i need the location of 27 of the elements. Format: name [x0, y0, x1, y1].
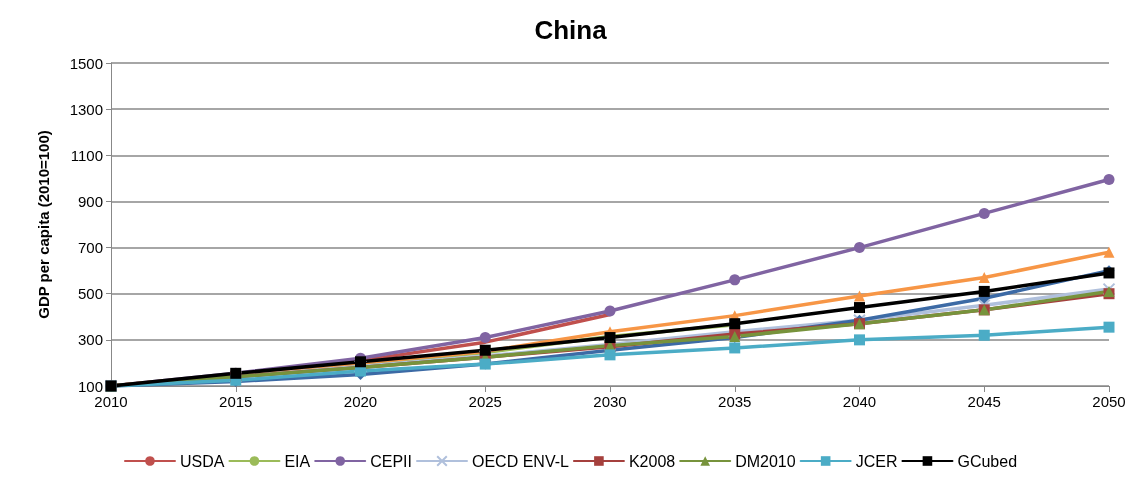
y-tick-label: 700: [77, 239, 103, 257]
y-tick-label: 1300: [69, 100, 103, 118]
legend-label: USDA: [179, 452, 225, 470]
y-tick-label: 1100: [70, 146, 103, 164]
x-tick-label: 2020: [343, 393, 378, 410]
legend-label: CEPII: [370, 452, 413, 470]
x-tick-label: 2045: [967, 393, 1001, 410]
x-tick-label: 2025: [468, 393, 502, 410]
legend-label: JCER: [855, 452, 898, 470]
legend-label: DM2010: [735, 452, 796, 470]
x-tick-label: 2050: [1092, 393, 1126, 410]
legend-label: EIA: [284, 452, 311, 470]
chart-title: China: [534, 15, 608, 45]
y-tick-label: 300: [77, 331, 103, 349]
x-tick-label: 2035: [718, 393, 752, 410]
legend-label: GCubed: [957, 452, 1018, 470]
x-tick-label: 2010: [94, 393, 128, 410]
legend-label: OECD ENV-L: [472, 452, 570, 470]
x-tick-label: 2040: [842, 393, 877, 410]
y-tick-label: 900: [77, 192, 103, 210]
y-tick-label: 500: [77, 285, 103, 303]
legend-label: K2008: [628, 452, 676, 470]
y-tick-label: 100: [77, 377, 103, 395]
x-tick-label: 2030: [593, 393, 627, 410]
y-tick-label: 1500: [69, 54, 103, 72]
x-tick-label: 2015: [219, 393, 253, 410]
y-axis-title: GDP per capita (2010=100): [35, 130, 52, 319]
